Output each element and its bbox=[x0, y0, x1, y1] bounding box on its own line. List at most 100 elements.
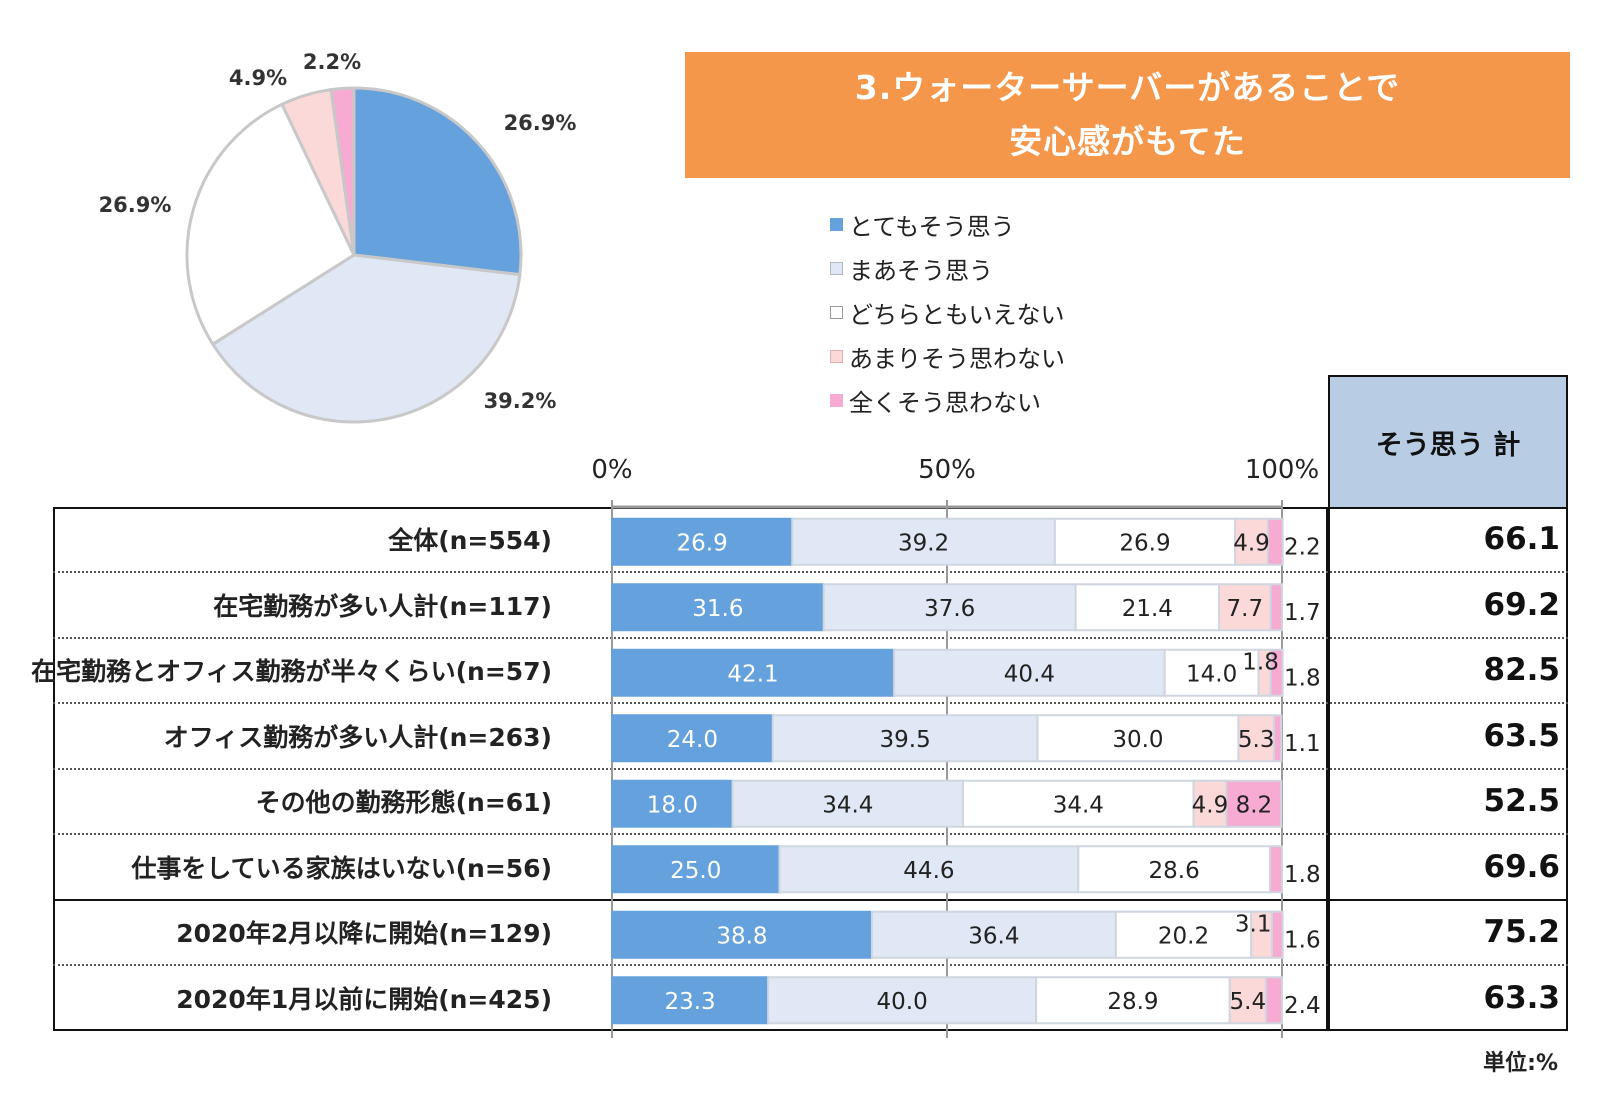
legend-swatch bbox=[830, 349, 843, 363]
bar-segment bbox=[822, 583, 1077, 632]
bar-value-label: 1.8 bbox=[1284, 862, 1321, 888]
bar-segment bbox=[1036, 714, 1240, 763]
bar-value-label: 14.0 bbox=[1186, 661, 1237, 687]
bar-value-label: 5.4 bbox=[1230, 989, 1267, 1015]
bar-segment bbox=[1269, 583, 1283, 632]
legend-item: 全くそう思わない bbox=[830, 378, 1065, 422]
row-label: その他の勤務形態(n=61) bbox=[255, 788, 552, 817]
bar-value-label: 3.1 bbox=[1235, 911, 1272, 937]
bar-value-label: 4.9 bbox=[1192, 792, 1229, 818]
row-label: 在宅勤務が多い人計(n=117) bbox=[213, 592, 552, 621]
bar-segment bbox=[1266, 517, 1284, 566]
legend-swatch bbox=[830, 217, 843, 231]
row-divider bbox=[53, 833, 1568, 835]
bar-value-label: 37.6 bbox=[924, 596, 975, 622]
row-label: 2020年2月以降に開始(n=129) bbox=[176, 919, 552, 948]
bar-segment bbox=[778, 845, 1080, 894]
row-divider bbox=[53, 637, 1568, 639]
bar-value-label: 20.2 bbox=[1158, 923, 1209, 949]
bar-segment bbox=[893, 648, 1166, 697]
bar-value-label: 7.7 bbox=[1227, 596, 1264, 622]
x-axis-tick-label: 100% bbox=[1244, 455, 1320, 485]
total-value: 69.2 bbox=[1483, 587, 1561, 623]
bar-value-label: 1.8 bbox=[1242, 649, 1279, 675]
total-value: 66.1 bbox=[1483, 521, 1561, 557]
x-axis-tick-label: 50% bbox=[918, 455, 976, 485]
bar-value-label: 1.7 bbox=[1284, 600, 1321, 626]
pie-slice bbox=[352, 86, 523, 277]
title-banner: 3.ウォーターサーバーがあることで 安心感がもてた bbox=[685, 52, 1570, 178]
bar-value-label: 39.5 bbox=[880, 727, 931, 753]
bar-segment bbox=[1218, 583, 1272, 632]
bar-value-label: 2.4 bbox=[1284, 993, 1321, 1019]
legend-label: とてもそう思う bbox=[849, 212, 1015, 241]
bar-value-label: 28.6 bbox=[1149, 858, 1200, 884]
legend-swatch bbox=[830, 305, 843, 319]
bar-value-label: 40.0 bbox=[877, 989, 928, 1015]
bar-value-label: 26.9 bbox=[677, 530, 728, 556]
bar-segment bbox=[1264, 976, 1284, 1025]
bar-value-label: 25.0 bbox=[670, 858, 721, 884]
legend-item: とてもそう思う bbox=[830, 202, 1065, 246]
bar-segment bbox=[870, 910, 1117, 959]
bar-segment bbox=[611, 517, 794, 566]
legend-swatch bbox=[830, 393, 843, 407]
bar-segment bbox=[611, 910, 873, 959]
bar-value-label: 2.2 bbox=[1284, 534, 1321, 560]
legend-item: あまりそう思わない bbox=[830, 334, 1065, 378]
bar-segment bbox=[1228, 976, 1267, 1025]
pie-value-label: 39.2% bbox=[484, 389, 557, 413]
total-value: 63.3 bbox=[1483, 980, 1561, 1016]
row-divider bbox=[53, 899, 1568, 901]
bar-value-label: 30.0 bbox=[1112, 727, 1163, 753]
bar-value-label: 36.4 bbox=[968, 923, 1019, 949]
title-line-1: 3.ウォーターサーバーがあることで bbox=[854, 68, 1401, 107]
legend-item: まあそう思う bbox=[830, 246, 1065, 290]
pie-value-label: 26.9% bbox=[99, 193, 172, 217]
bar-value-label: 31.6 bbox=[692, 596, 743, 622]
row-divider bbox=[53, 964, 1568, 966]
bar-value-label: 28.9 bbox=[1107, 989, 1158, 1015]
bar-segment bbox=[1272, 714, 1283, 763]
bar-value-label: 23.3 bbox=[664, 989, 715, 1015]
pie-value-label: 2.2% bbox=[303, 50, 361, 74]
legend-swatch bbox=[830, 261, 843, 275]
bar-value-label: 40.4 bbox=[1004, 661, 1055, 687]
pie-value-label: 4.9% bbox=[229, 66, 287, 90]
pie-value-label: 26.9% bbox=[504, 111, 577, 135]
legend-label: どちらともいえない bbox=[849, 300, 1065, 329]
bar-segment bbox=[611, 845, 781, 894]
legend-item: どちらともいえない bbox=[830, 290, 1065, 334]
x-axis-tick-label: 0% bbox=[591, 455, 633, 485]
bar-value-label: 24.0 bbox=[667, 727, 718, 753]
legend-label: あまりそう思わない bbox=[849, 344, 1065, 373]
bar-segment bbox=[767, 976, 1038, 1025]
legend: とてもそう思う まあそう思う どちらともいえない あまりそう思わない 全くそう思… bbox=[830, 202, 1065, 422]
bar-segment bbox=[1268, 845, 1283, 894]
legend-label: まあそう思う bbox=[849, 256, 993, 285]
bar-segment bbox=[962, 779, 1195, 828]
bar-segment bbox=[1053, 517, 1237, 566]
unit-note: 単位:% bbox=[1483, 1051, 1558, 1076]
bar-value-label: 1.6 bbox=[1284, 927, 1321, 953]
bar-value-label: 18.0 bbox=[647, 792, 698, 818]
legend-label: 全くそう思わない bbox=[849, 388, 1041, 417]
row-divider bbox=[53, 702, 1568, 704]
bar-value-label: 1.8 bbox=[1284, 665, 1321, 691]
bar-segment bbox=[1269, 648, 1284, 697]
bar-value-label: 42.1 bbox=[727, 661, 778, 687]
bar-segment bbox=[791, 517, 1056, 566]
row-label: 全体(n=554) bbox=[388, 526, 552, 555]
row-label: 仕事をしている家族はいない(n=56) bbox=[131, 854, 552, 883]
row-divider bbox=[53, 768, 1568, 770]
bar-segment bbox=[611, 583, 825, 632]
bar-value-label: 34.4 bbox=[1053, 792, 1104, 818]
bar-segment bbox=[1163, 648, 1260, 697]
bar-segment bbox=[1074, 583, 1221, 632]
row-divider bbox=[53, 571, 1568, 573]
bar-value-label: 44.6 bbox=[903, 858, 954, 884]
row-label: オフィス勤務が多い人計(n=263) bbox=[163, 723, 552, 752]
bar-value-label: 8.2 bbox=[1236, 792, 1273, 818]
bar-value-label: 34.4 bbox=[822, 792, 873, 818]
